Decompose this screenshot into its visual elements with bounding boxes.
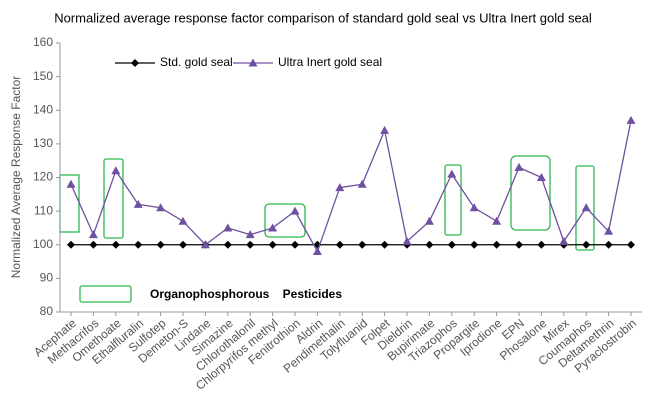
- point: [627, 240, 635, 249]
- point: [447, 169, 457, 178]
- y-tick-label: 110: [34, 203, 53, 217]
- point: [66, 179, 76, 188]
- point: [200, 240, 210, 249]
- point: [447, 240, 456, 249]
- point: [290, 206, 300, 215]
- point: [559, 236, 569, 245]
- point: [425, 240, 434, 249]
- point: [312, 246, 322, 255]
- legend-label: Std. gold seal: [160, 55, 233, 69]
- y-tick-label: 150: [33, 69, 53, 83]
- highlight-box: [575, 165, 595, 251]
- point: [335, 183, 345, 192]
- highlight-box: [264, 203, 306, 238]
- point: [246, 240, 255, 249]
- point: [626, 115, 636, 124]
- chart-title: Normalized average response factor compa…: [54, 10, 592, 25]
- point: [357, 179, 367, 188]
- point: [134, 240, 143, 249]
- point: [537, 240, 546, 249]
- point: [358, 240, 367, 249]
- point: [380, 240, 389, 249]
- y-axis-title: Normalized Average Response Factor: [9, 76, 23, 279]
- y-tick-label: 90: [40, 271, 54, 285]
- y-tick-label: 140: [33, 102, 53, 116]
- point: [604, 240, 613, 249]
- y-tick-label: 160: [33, 35, 53, 49]
- series-line: [70, 120, 632, 254]
- y-tick-label: 100: [33, 237, 53, 251]
- highlight-box: [444, 164, 462, 236]
- point: [470, 240, 479, 249]
- legend-marker: [248, 58, 258, 67]
- y-tick-label: 130: [33, 136, 53, 150]
- point: [268, 223, 278, 232]
- point: [604, 226, 614, 235]
- point: [156, 203, 166, 212]
- y-tick-label: 120: [33, 170, 53, 184]
- point: [492, 216, 502, 225]
- point: [133, 199, 143, 208]
- point: [492, 240, 501, 249]
- point: [424, 216, 434, 225]
- highlight-box: [510, 155, 551, 231]
- point: [89, 240, 98, 249]
- point: [268, 240, 277, 249]
- point: [156, 240, 165, 249]
- point: [111, 166, 121, 175]
- point: [380, 125, 390, 134]
- point: [67, 240, 75, 249]
- point: [469, 203, 479, 212]
- point: [223, 240, 232, 249]
- point: [291, 240, 299, 249]
- legend-marker: [131, 59, 139, 67]
- point: [402, 236, 412, 245]
- annotation-box: [79, 285, 132, 303]
- point: [178, 216, 188, 225]
- point: [582, 240, 591, 249]
- point: [179, 240, 187, 249]
- point: [515, 240, 523, 249]
- point: [111, 240, 120, 249]
- point: [245, 230, 255, 239]
- point: [88, 230, 98, 239]
- y-tick-label: 80: [40, 304, 54, 318]
- point: [514, 162, 524, 171]
- highlight-box: [103, 158, 124, 239]
- point: [536, 173, 546, 181]
- point: [335, 240, 344, 249]
- point: [223, 223, 233, 232]
- point: [581, 203, 591, 212]
- legend-label: Ultra Inert gold seal: [278, 55, 382, 69]
- annotation: Organophosphorous Pesticides: [150, 287, 342, 301]
